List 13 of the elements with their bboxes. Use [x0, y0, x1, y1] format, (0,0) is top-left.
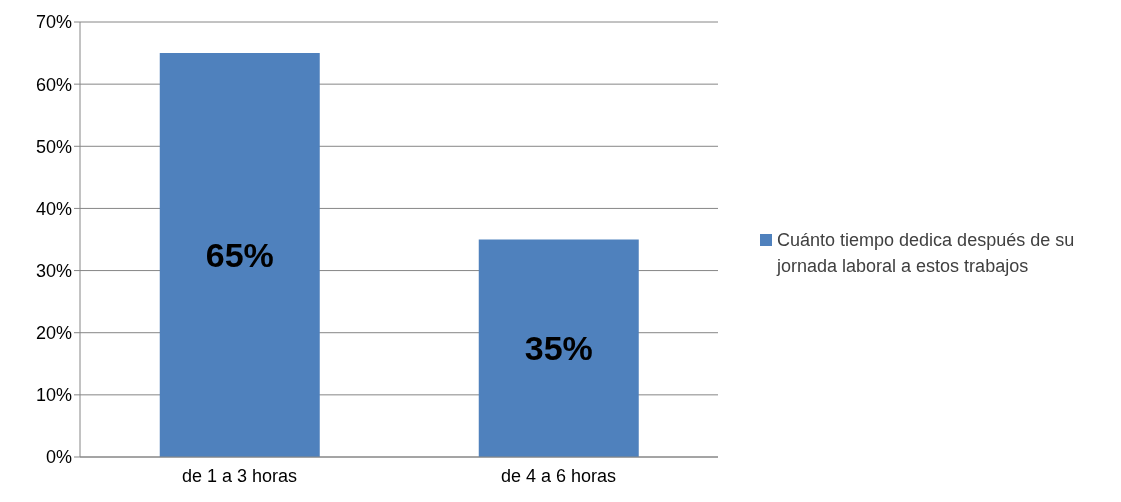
legend-label: Cuánto tiempo dedica después de su jornada laboral a estos trabajos [777, 229, 1076, 278]
x-tick-label: de 1 a 3 horas [181, 465, 298, 486]
x-tick-label: de 4 a 6 horas [500, 465, 617, 486]
y-tick-label: 0% [45, 447, 72, 468]
y-tick-label: 50% [35, 136, 72, 157]
y-tick-label: 20% [35, 323, 72, 344]
y-tick-label: 60% [35, 74, 72, 95]
y-tick-label: 10% [35, 385, 72, 406]
y-tick-label: 40% [35, 198, 72, 219]
data-label: 35% [524, 329, 593, 368]
data-label: 65% [205, 236, 274, 275]
y-tick-label: 30% [35, 260, 72, 281]
y-tick-label: 70% [35, 12, 72, 33]
